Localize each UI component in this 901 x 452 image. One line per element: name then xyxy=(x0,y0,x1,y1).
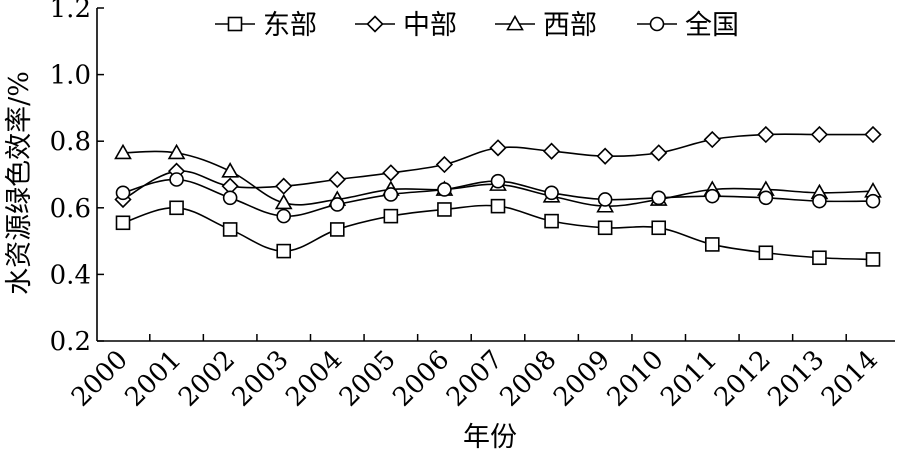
x-tick-label: 2013 xyxy=(762,345,830,413)
x-tick-label: 2010 xyxy=(602,345,670,413)
x-ticks: 2000200120022003200420052006200720082009… xyxy=(66,334,884,413)
triangle-marker xyxy=(114,143,132,160)
square-marker xyxy=(383,208,399,224)
circle-marker xyxy=(437,182,452,197)
square-marker xyxy=(329,222,345,237)
square-marker xyxy=(437,202,452,217)
y-tick-label: 1.2 xyxy=(50,0,91,24)
diamond-marker xyxy=(328,170,346,189)
triangle-marker xyxy=(221,162,240,178)
x-tick-label: 2008 xyxy=(495,345,563,413)
y-tick-label: 0.8 xyxy=(50,127,91,157)
legend-item: 全国 xyxy=(637,10,739,41)
square-marker xyxy=(758,245,774,261)
circle-marker xyxy=(758,190,774,206)
diamond-marker xyxy=(703,130,721,149)
square-marker xyxy=(597,220,613,236)
x-tick-label: 2014 xyxy=(816,345,884,413)
legend-item: 西部 xyxy=(495,10,597,41)
legend-item: 东部 xyxy=(215,10,317,41)
square-marker xyxy=(865,252,881,267)
square-marker xyxy=(276,243,292,259)
x-tick-label: 2005 xyxy=(334,345,402,413)
diamond-marker xyxy=(542,142,561,160)
square-marker xyxy=(651,220,667,236)
circle-marker xyxy=(222,190,238,206)
y-tick-label: 0.4 xyxy=(50,260,91,290)
diamond-marker xyxy=(275,177,293,195)
diamond-marker xyxy=(489,139,507,157)
x-tick-label: 2002 xyxy=(173,345,241,413)
circle-marker xyxy=(649,16,665,32)
circle-marker xyxy=(597,192,613,207)
diamond-marker xyxy=(596,147,614,165)
y-tick-label: 1.0 xyxy=(50,61,91,91)
triangle-marker xyxy=(167,143,186,160)
axes xyxy=(96,8,895,342)
x-tick-label: 2007 xyxy=(441,345,509,413)
square-marker xyxy=(222,222,238,237)
diamond-marker xyxy=(757,125,775,144)
square-marker xyxy=(115,215,131,231)
x-tick-label: 2012 xyxy=(709,345,777,413)
series-circle xyxy=(115,172,881,224)
circle-marker xyxy=(865,193,881,209)
diamond-marker xyxy=(810,125,829,144)
diamond-marker xyxy=(864,125,882,144)
circle-marker xyxy=(544,185,559,201)
square-marker xyxy=(544,213,559,229)
legend-label: 中部 xyxy=(403,10,457,41)
square-marker xyxy=(227,16,243,32)
square-marker xyxy=(490,198,506,214)
square-marker xyxy=(169,200,184,216)
legend-label: 全国 xyxy=(685,10,739,41)
circle-marker xyxy=(812,193,827,209)
diamond-marker xyxy=(435,155,454,174)
legend-label: 西部 xyxy=(543,10,597,41)
x-tick-label: 2004 xyxy=(280,345,348,413)
circle-marker xyxy=(115,185,131,201)
y-axis-title: 水资源绿色效率/% xyxy=(4,71,35,295)
x-tick-label: 2009 xyxy=(548,345,616,413)
diamond-marker xyxy=(382,164,400,182)
triangle-marker xyxy=(274,193,293,210)
square-marker xyxy=(812,250,827,266)
x-tick-label: 2001 xyxy=(120,345,188,413)
legend-label: 东部 xyxy=(263,10,317,41)
square-marker xyxy=(704,237,720,252)
triangle-marker xyxy=(506,14,524,31)
x-axis-title: 年份 xyxy=(463,422,517,452)
x-tick-label: 2003 xyxy=(227,345,295,413)
circle-marker xyxy=(329,197,345,212)
legend: 东部 中部 西部 全国 xyxy=(215,10,739,41)
x-tick-label: 2006 xyxy=(387,345,455,413)
circle-marker xyxy=(490,173,506,189)
series-diamond xyxy=(114,125,882,209)
diamond-marker xyxy=(366,15,384,33)
series-square xyxy=(115,198,881,267)
circle-marker xyxy=(276,208,292,224)
series-layer xyxy=(114,125,882,267)
x-tick-label: 2011 xyxy=(655,345,723,413)
y-tick-label: 0.6 xyxy=(50,194,91,224)
circle-marker xyxy=(383,187,399,202)
y-ticks: 0.2 0.4 0.6 0.8 1.0 1.2 xyxy=(50,0,104,357)
diamond-marker xyxy=(650,144,668,162)
y-tick-label: 0.2 xyxy=(50,327,91,357)
circle-marker xyxy=(651,190,667,206)
circle-marker xyxy=(169,172,184,187)
legend-item: 中部 xyxy=(355,10,457,41)
circle-marker xyxy=(704,188,720,204)
